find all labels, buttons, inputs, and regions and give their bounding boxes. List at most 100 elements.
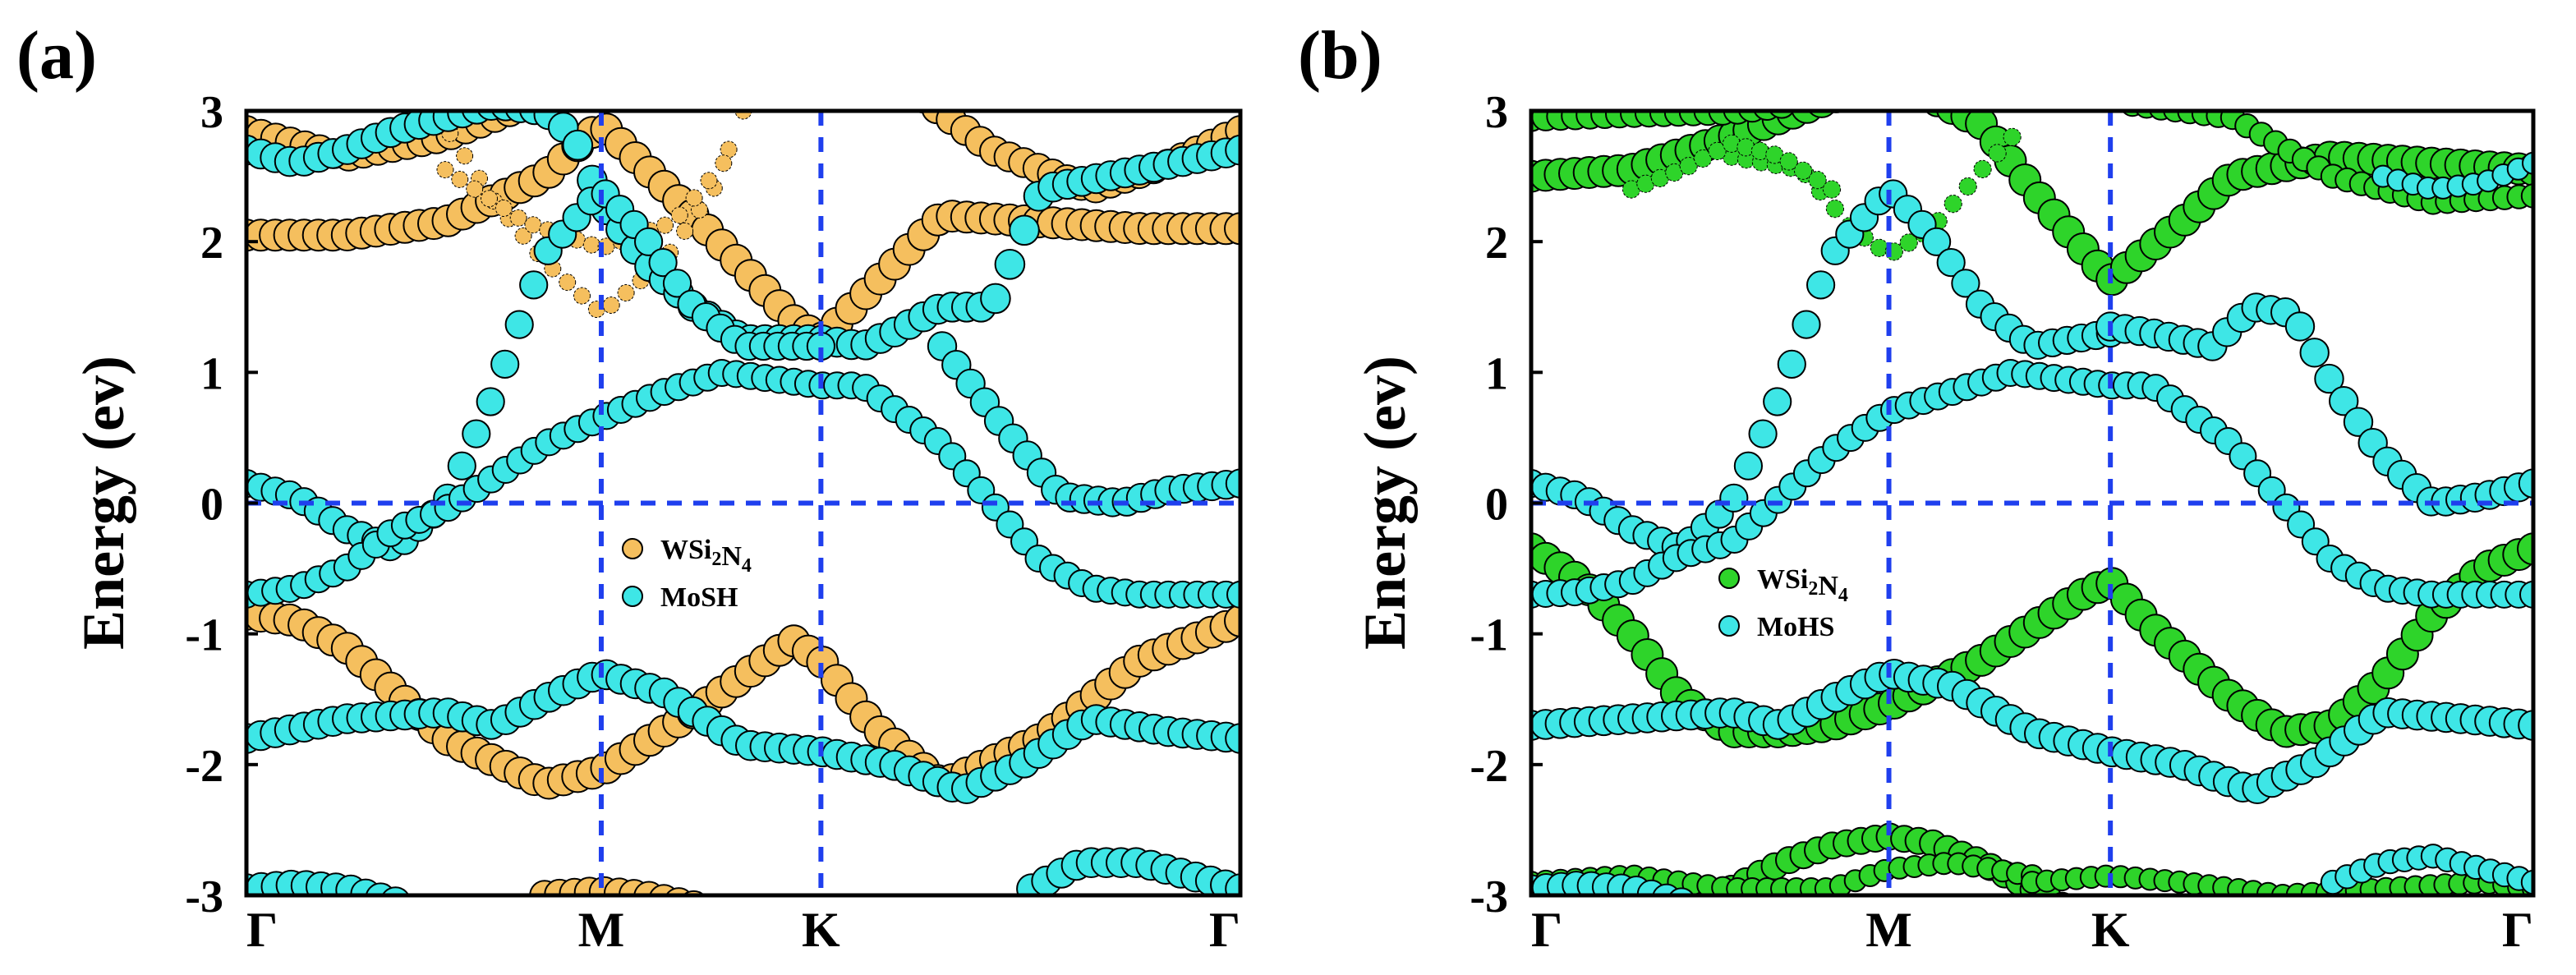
WSi2N4-band-1-point bbox=[700, 57, 729, 87]
MoHS-band-0-point bbox=[1748, 419, 1778, 448]
WSi2N4-band-0-point bbox=[1893, 76, 1925, 107]
MoHS-band-5-point bbox=[2520, 869, 2533, 895]
WSi2N4-band-4-point bbox=[1679, 157, 1698, 176]
WSi2N4-band-4-point bbox=[466, 180, 484, 198]
MoSH-band-2-point bbox=[1226, 580, 1240, 609]
y-tick-label: 2 bbox=[1485, 218, 1508, 269]
WSi2N4-band-4-point bbox=[1808, 171, 1827, 190]
WSi2N4-band-1-point bbox=[729, 57, 758, 87]
MoHS-band-4-point bbox=[1652, 883, 1681, 895]
MoHS-band-2-point bbox=[2314, 363, 2344, 394]
MoHS-band-0-point bbox=[1951, 269, 1980, 298]
MoSH-band-1-point bbox=[462, 419, 491, 448]
WSi2N4-band-1-point bbox=[554, 78, 583, 108]
y-tick-label: -2 bbox=[185, 741, 223, 792]
WSi2N4-band-3-point bbox=[602, 297, 620, 314]
y-tick-label: -3 bbox=[1470, 872, 1508, 922]
WSi2N4-band-4-point bbox=[436, 161, 454, 179]
MoSH-band-1-point bbox=[490, 349, 520, 379]
MoSH-band-5-point bbox=[381, 886, 410, 895]
MoSH-band-1-point bbox=[504, 310, 534, 339]
legend-marker bbox=[622, 586, 643, 607]
MoSH-band-1-point bbox=[634, 227, 664, 256]
kpoint-label: K bbox=[2091, 903, 2130, 957]
MoHS-band-2-point bbox=[2518, 468, 2533, 499]
legend-label: WSi2N4 bbox=[1757, 564, 1848, 606]
WSi2N4-band-0-point bbox=[1835, 78, 1866, 109]
kpoint-label: M bbox=[1865, 903, 1912, 957]
WSi2N4-band-1-point bbox=[714, 57, 743, 87]
MoHS-band-0-point bbox=[1922, 227, 1952, 256]
WSi2N4-band-3-point bbox=[514, 227, 532, 245]
legend-label: WSi2N4 bbox=[660, 535, 752, 577]
y-tick-label: 1 bbox=[1485, 348, 1508, 399]
y-axis-label: Energy (ev) bbox=[1352, 356, 1418, 650]
y-axis-ticks: 3 2 1 0 -1 -2 -3 bbox=[185, 87, 258, 922]
y-tick-label: 0 bbox=[200, 480, 223, 531]
WSi2N4-band-3-point bbox=[1973, 159, 1992, 178]
MoHS-band-2-point bbox=[2299, 338, 2330, 368]
MoHS-band-2-point bbox=[2284, 311, 2316, 342]
WSi2N4-band-2-point bbox=[913, 111, 931, 113]
WSi2N4-band-3-point bbox=[1899, 233, 1918, 252]
WSi2N4-band-1-point bbox=[627, 62, 656, 91]
WSi2N4-band-4-point bbox=[1694, 149, 1713, 168]
WSi2N4-band-0-point bbox=[1791, 111, 1824, 124]
panel-a: (a) Energy (ev) 3 2 1 0 -1 -2 -3 Γ M K Γ WSi2N4 Mo… bbox=[16, 17, 1243, 957]
WSi2N4-band-0-point bbox=[1864, 71, 1895, 103]
MoHS-band-0-point bbox=[1719, 483, 1749, 513]
legend-marker bbox=[1718, 615, 1740, 637]
MoHS-band-0-point bbox=[1936, 248, 1966, 278]
WSi2N4-band-1-point bbox=[550, 111, 557, 112]
WSi2N4-band-4-point bbox=[656, 216, 674, 234]
y-tick-label: -1 bbox=[1470, 610, 1508, 661]
WSi2N4-band-4-point bbox=[1794, 161, 1813, 180]
WSi2N4-band-1-point bbox=[685, 57, 715, 87]
MoHS-band-4-point bbox=[1668, 887, 1695, 895]
legend-marker bbox=[622, 538, 643, 559]
WSi2N4-band-4-point bbox=[481, 190, 498, 208]
WSi2N4-band-1-point bbox=[612, 65, 642, 94]
WSi2N4-band-3-point bbox=[2003, 127, 2022, 146]
legend: WSi2N4 MoSH bbox=[622, 535, 752, 613]
panel-label: (a) bbox=[16, 17, 97, 94]
legend-label: MoSH bbox=[660, 582, 738, 613]
y-tick-label: -3 bbox=[185, 872, 223, 922]
WSi2N4-band-5-point bbox=[1224, 604, 1240, 637]
panel-label: (b) bbox=[1298, 17, 1382, 94]
WSi2N4-band-1-point bbox=[597, 68, 627, 98]
WSi2N4-band-4-point bbox=[1822, 180, 1842, 199]
MoHS-band-0-point bbox=[1806, 270, 1836, 300]
WSi2N4-band-0-point bbox=[1827, 111, 1845, 113]
MoSH-band-0-point bbox=[562, 129, 594, 161]
WSi2N4-band-3-point bbox=[1944, 195, 1962, 214]
MoHS-band-0-point bbox=[1733, 451, 1763, 481]
MoHS-band-1-point bbox=[2519, 580, 2533, 609]
WSi2N4-band-3-point bbox=[1988, 144, 2007, 163]
kpoint-label: Γ bbox=[1209, 903, 1240, 957]
WSi2N4-band-0-point bbox=[1224, 212, 1240, 246]
kpoint-label: Γ bbox=[246, 903, 278, 957]
WSi2N4-band-1-point bbox=[670, 57, 700, 87]
WSi2N4-band-2-point bbox=[2520, 183, 2533, 209]
WSi2N4-band-4-point bbox=[509, 209, 527, 227]
WSi2N4-band-1-point bbox=[656, 57, 685, 87]
MoHS-band-0-point bbox=[1792, 310, 1821, 339]
MoSH-band-1-point bbox=[476, 387, 505, 416]
WSi2N4-band-4-point bbox=[715, 154, 733, 172]
MoSH-band-0-point bbox=[980, 283, 1011, 315]
WSi2N4-band-4-point bbox=[670, 206, 688, 224]
WSi2N4-band-4-point bbox=[1779, 152, 1798, 171]
WSi2N4-band-4-point bbox=[451, 170, 469, 188]
WSi2N4-band-4-point bbox=[685, 189, 703, 207]
guide-lines bbox=[1531, 111, 2533, 895]
y-tick-label: 0 bbox=[1485, 480, 1508, 531]
WSi2N4-band-4-point bbox=[524, 216, 542, 234]
MoSH-band-0-point bbox=[1009, 214, 1040, 246]
MoHS-band-2-point bbox=[2343, 407, 2374, 437]
y-tick-label: 2 bbox=[200, 218, 223, 269]
y-tick-label: 3 bbox=[1485, 87, 1508, 138]
y-axis-ticks: 3 2 1 0 -1 -2 -3 bbox=[1470, 87, 1543, 922]
